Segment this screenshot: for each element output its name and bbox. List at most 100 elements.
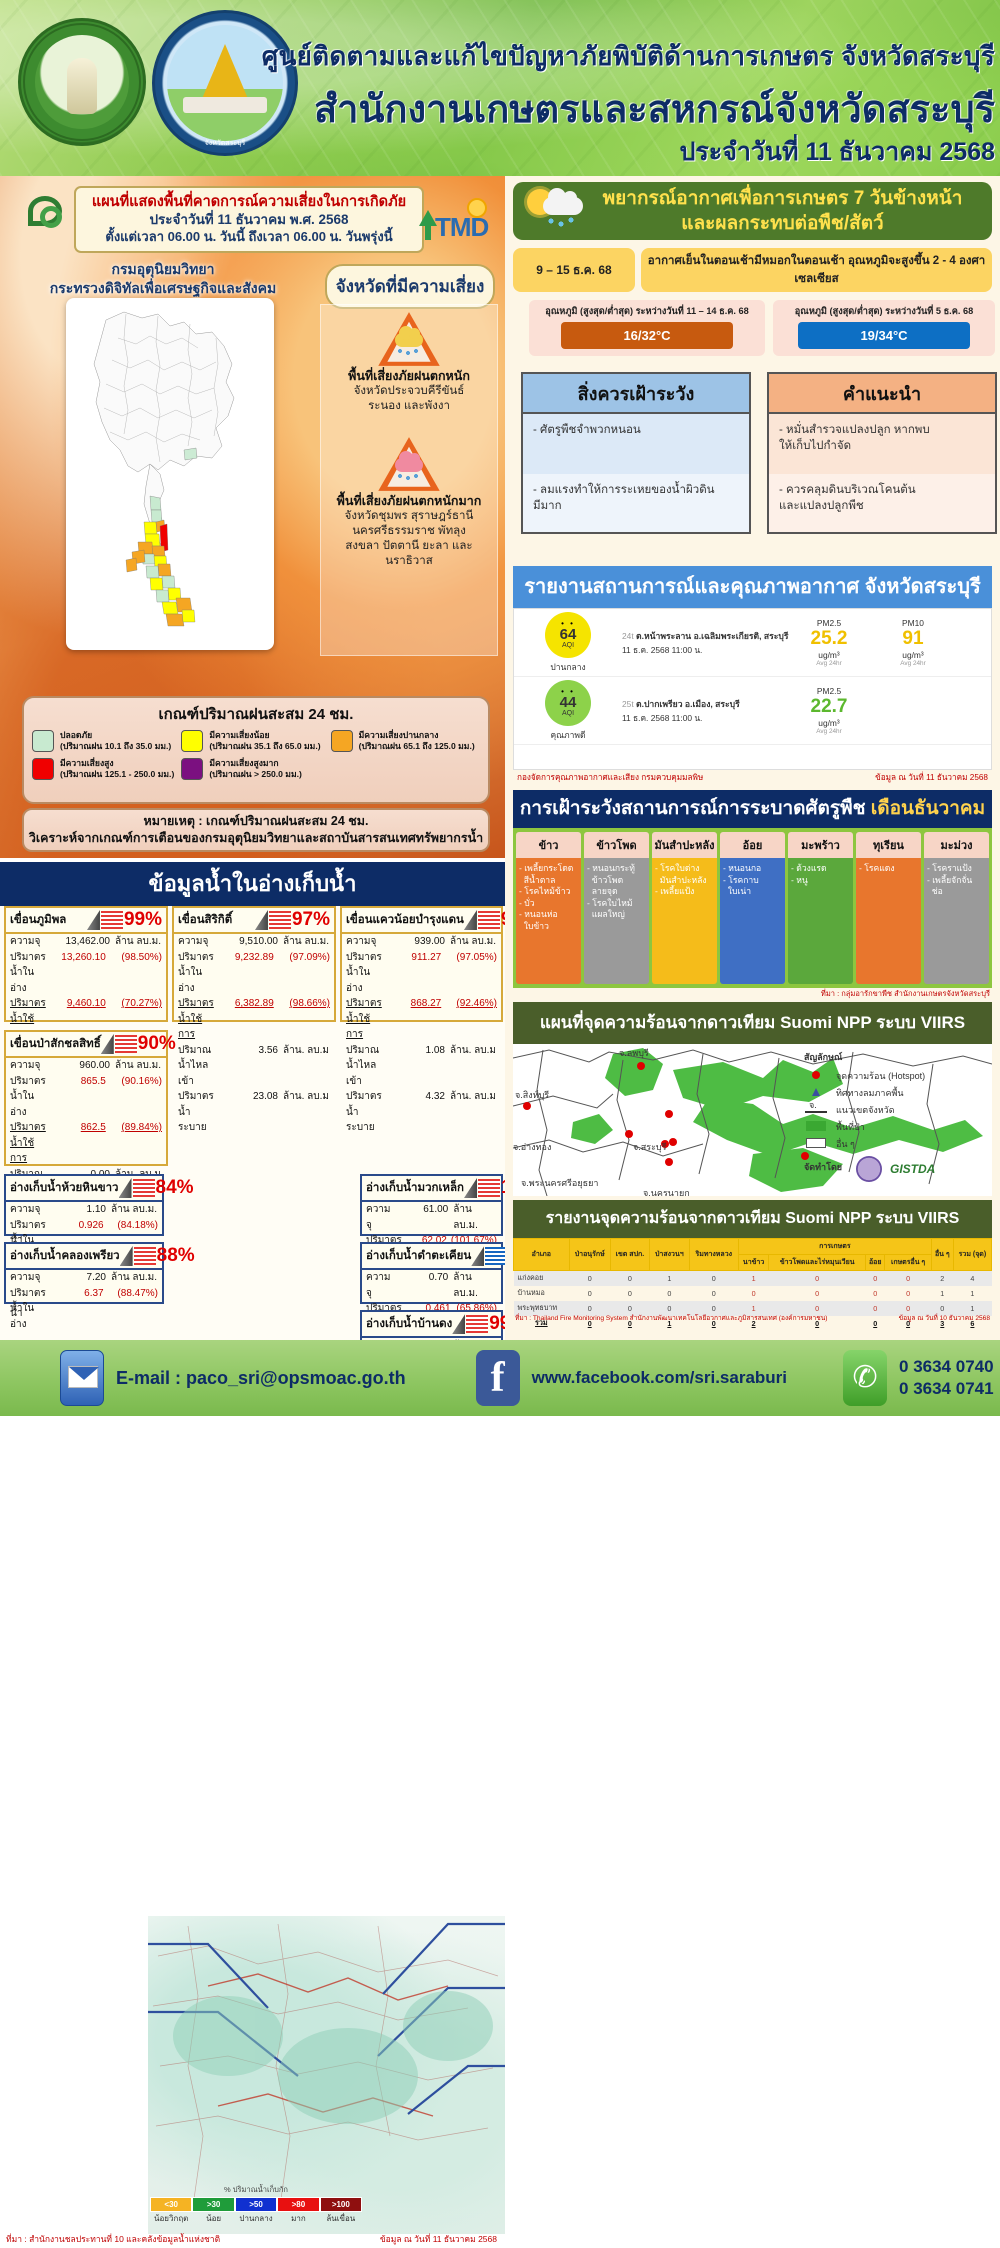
legend-name-0: ปลอดภัย: [60, 730, 93, 740]
legend-range-0: (ปริมาณฝน 10.1 ถึง 35.0 มม.): [60, 741, 172, 751]
dam-icon-s0: [118, 1178, 132, 1198]
hotspot-legend-label-0: จุดความร้อน (Hotspot): [836, 1070, 926, 1081]
dam-percent-s0: 84%: [155, 1177, 194, 1198]
water-wave-icon-s1: [133, 1247, 156, 1265]
thailand-risk-map: [66, 298, 274, 650]
legend-range-3: (ปริมาณฝน 125.1 - 250.0 มม.): [60, 769, 175, 779]
dam-name-0: เขื่อนภูมิพล: [10, 914, 67, 926]
water-wave-icon-s0: [132, 1179, 155, 1197]
water-wave-icon-s4: [466, 1315, 489, 1333]
aq-metric-0-1: PM10 91 ug/m³ Avg 24hr: [900, 618, 926, 667]
rainfall-note-2: วิเคราะห์จากเกณฑ์การเตือนของกรมอุตุนิยมว…: [28, 831, 484, 845]
temp-caption-1: อุณหภูมิ (สูงสุด/ต่ำสุด) ระหว่างวันที่ 5…: [794, 306, 974, 316]
tmd-title-1: แผนที่แสดงพื้นที่คาดการณ์ความเสี่ยงในการ…: [91, 194, 407, 210]
legend-range-1: (ปริมาณฝน 35.1 ถึง 65.0 มม.): [209, 741, 321, 751]
dam-name-s4: อ่างเก็บน้ำบ้านดง: [366, 1318, 453, 1330]
right-column: พยากรณ์อากาศเพื่อการเกษตร 7 วันข้างหน้า …: [505, 176, 1000, 1340]
reservoir-section: % ปริมาณน้ำเก็บกัก <30 >30 >50 >80 >100 น้อย…: [0, 906, 550, 2244]
aq-badge-1: • • 44 AQI คุณภาพดี: [514, 679, 622, 742]
table-row: พระพุทธบาท 0 0 0 0 1 0 0 0 0 1: [513, 1301, 992, 1316]
email-block[interactable]: E-mail : paco_sri@opsmoac.go.th: [60, 1350, 406, 1406]
hotspot-map-title: แผนที่จุดความร้อนจากดาวเทียม Suomi NPP ร…: [513, 1002, 992, 1074]
hotspot-map-title-white: แผนที่จุดความร้อนจากดาวเทียม Suomi NPP ร…: [539, 1013, 966, 1032]
facebook-label[interactable]: www.facebook.com/sri.saraburi: [531, 1368, 788, 1387]
water-wave-icon-s2: [478, 1179, 501, 1197]
hotspot-legend-item-4: อื่น ๆ: [804, 1135, 994, 1152]
dam-row: ปริมาตรน้ำในอ่าง 911.27 (97.05%): [346, 951, 497, 994]
legend-range-2: (ปริมาณฝน 65.1 ถึง 125.0 มม.): [358, 741, 475, 751]
email-label[interactable]: E-mail : paco_sri@opsmoac.go.th: [116, 1367, 406, 1388]
pest-column-3: อ้อย - หนอนกอ - โรคกาบ ใบเน่า: [720, 832, 785, 984]
heavy-rain-warning-icon: [377, 311, 441, 367]
aq-station-1: • • 44 AQI คุณภาพดี 25t ต.ปากเพรียว อ.เมือง,…: [514, 677, 991, 745]
svg-text:จ.พระนครศรีอยุธยา: จ.พระนครศรีอยุธยา: [521, 1178, 598, 1189]
percent-legend-caption: % ปริมาณน้ำเก็บกัก: [224, 2185, 288, 2194]
svg-text:จ.ลพบุรี: จ.ลพบุรี: [619, 1048, 649, 1059]
water-wave-icon-pasak: [114, 1035, 137, 1053]
table-row: บ้านหมอ 0 0 0 0 0 0 0 0 1 1: [514, 1286, 992, 1301]
risk-group-very-heavy-rain: พื้นที่เสี่ยงภัยฝนตกหนักมาก จังหวัดชุมพร…: [321, 436, 497, 569]
tmd-logo-label: TMD: [435, 212, 489, 242]
pest-column-0: ข้าว - เพลี้ยกระโดด สีน้ำตาล - โรคไหม้ข้าว…: [516, 832, 581, 984]
dam-row: ความจุ 939.00 ล้าน ลบ.ม.: [346, 936, 496, 947]
small-reservoir-2: อ่างเก็บน้ำมวกเหล็ก102%ความจุ61.00ล้าน ล…: [360, 1174, 550, 1277]
aq-source-right: ข้อมูล ณ วันที่ 11 ธันวาคม 2568: [875, 773, 988, 782]
dam-row: ปริมาตรน้ำใช้การ 6,382.89 (98.66%): [178, 998, 330, 1040]
hotspot-source-right: ข้อมูล ณ วันที่ 10 ธันวาคม 2568: [898, 1315, 990, 1322]
dam-percent-1: 97%: [291, 909, 330, 930]
phone-2: 0 3634 0741: [899, 1379, 994, 1398]
dam-row: ปริมาตรน้ำในอ่าง 6.37 (88.47%): [10, 1287, 158, 1330]
dam-row: ความจุ 0.70 ล้าน ลบ.ม.: [366, 1272, 478, 1299]
hotspot-producer-label: จัดทำโดย: [804, 1162, 843, 1172]
dam-name-2: เขื่อนแควน้อยบำรุงแดน: [346, 914, 464, 926]
gistda-logo: GISTDA: [890, 1161, 936, 1176]
th-amphoe: อำเภอ: [513, 1238, 570, 1271]
svg-text:จ.สระบุรี: จ.สระบุรี: [633, 1142, 667, 1153]
province-seal-label: จังหวัดสระบุรี: [204, 140, 246, 147]
weather-forecast-header: พยากรณ์อากาศเพื่อการเกษตร 7 วันข้างหน้า …: [513, 182, 992, 240]
watch-box: สิ่งควรเฝ้าระวัง - ศัตรูพืชจำพวกหนอน - ล…: [521, 372, 751, 534]
dam-row: ปริมาตรน้ำระบาย 4.32 ล้าน. ลบ.ม: [346, 1091, 496, 1133]
hotspot-legend-label-2: แนวเขตจังหวัด: [836, 1104, 895, 1115]
water-wave-icon-s3: [485, 1247, 508, 1265]
pest-list-3: - หนอนกอ - โรคกาบ ใบเน่า: [720, 858, 785, 984]
reservoir-section-title: ข้อมูลน้ำในอ่างเก็บน้ำ: [0, 862, 505, 906]
tmd-logo-icon: TMD: [417, 198, 495, 246]
small-reservoir-1: อ่างเก็บน้ำคลองเพรียว 88% ความจุ 7.20 ล้าน ล…: [4, 1242, 195, 1330]
rainfall-legend-item-3: มีความเสี่ยงสูง (ปริมาณฝน 125.1 - 250.0 ม…: [32, 758, 181, 780]
advice-box: คำแนะนำ - หมั่นสำรวจแปลงปลูก หากพบ ให้เก…: [767, 372, 997, 534]
dam-icon-s4: [452, 1314, 466, 1334]
phone-numbers: 0 3634 0740 0 3634 0741: [899, 1356, 994, 1400]
svg-text:จ.นครนายก: จ.นครนายก: [643, 1188, 690, 1196]
sun-cloud-rain-icon: [521, 185, 593, 237]
risk-sub-0-1: ระนอง และพังงา: [368, 400, 450, 412]
pct-label-4: ล้นเขื่อน: [326, 2214, 356, 2223]
dam-card-pasak: เขื่อนป่าสักชลสิทธิ์ 90% ความจุ 960.00 ล้าน …: [4, 1030, 176, 1319]
legend-range-4: (ปริมาณฝน > 250.0 มม.): [209, 769, 302, 779]
dam-row: ปริมาตรน้ำในอ่าง 13,260.10 (98.50%): [10, 951, 162, 994]
hotspot-legend-item-0: จุดความร้อน (Hotspot): [804, 1067, 994, 1084]
dam-row: ปริมาณน้ำไหลเข้า 3.56 ล้าน. ลบ.ม: [178, 1044, 329, 1087]
dam-card-0: เขื่อนภูมิพล 99% ความจุ 13,462.00 ล้าน ลบ.ม.…: [4, 906, 168, 1133]
risk-sub-1-2: สงขลา ปัตตานี ยะลา และนราธิวาส: [345, 540, 473, 567]
hotspot-map: จ.ลพบุรี จ.สิงห์บุรี จ.อ่างทอง จ.สระบุรี…: [513, 1044, 992, 1196]
pest-title-white: การเฝ้าระวังสถานการณ์การระบาดศัตรูพืช: [519, 798, 871, 819]
header-date: ประจำวันที่ 11 ธันวาคม 2568: [679, 138, 995, 166]
svg-text:จ.อ่างทอง: จ.อ่างทอง: [513, 1142, 551, 1152]
risk-label-1: พื้นที่เสี่ยงภัยฝนตกหนักมาก: [336, 494, 482, 508]
row-name-0: แก่งคอย: [517, 1273, 544, 1282]
dam-name-s1: อ่างเก็บน้ำคลองเพรียว: [10, 1250, 120, 1262]
dam-icon-s1: [119, 1246, 133, 1266]
pest-list-1: - หนอนกระทู้ ข้าวโพด ลายจุด - โรคใบไหม้ แ…: [584, 858, 649, 984]
aq-badge-0: • • 64 AQI ปานกลาง: [514, 611, 622, 674]
dam-card-1: เขื่อนสิริกิติ์ 97% ความจุ 9,510.00 ล้าน ลบ.…: [172, 906, 336, 1133]
facebook-block[interactable]: f www.facebook.com/sri.saraburi: [475, 1350, 788, 1406]
rainfall-legend-title: เกณฑ์ปริมาณฝนสะสม 24 ชม.: [158, 706, 354, 723]
reservoir-source-right: ข้อมูล ณ วันที่ 11 ธันวาคม 2568: [379, 2234, 497, 2244]
hotspot-report-table: อำเภอ ป่าอนุรักษ์ เขต สปก. ป่าสงวนฯ ริมทางหล…: [513, 1238, 993, 1331]
th-agriculture-group: การเกษตร: [737, 1238, 932, 1255]
row-name-1: บ้านหมอ: [517, 1288, 545, 1297]
page-footer: E-mail : paco_sri@opsmoac.go.th f www.fa…: [0, 1340, 1000, 1416]
pct-label-0: น้อยวิกฤต: [154, 2214, 189, 2223]
facebook-icon: f: [475, 1350, 520, 1406]
